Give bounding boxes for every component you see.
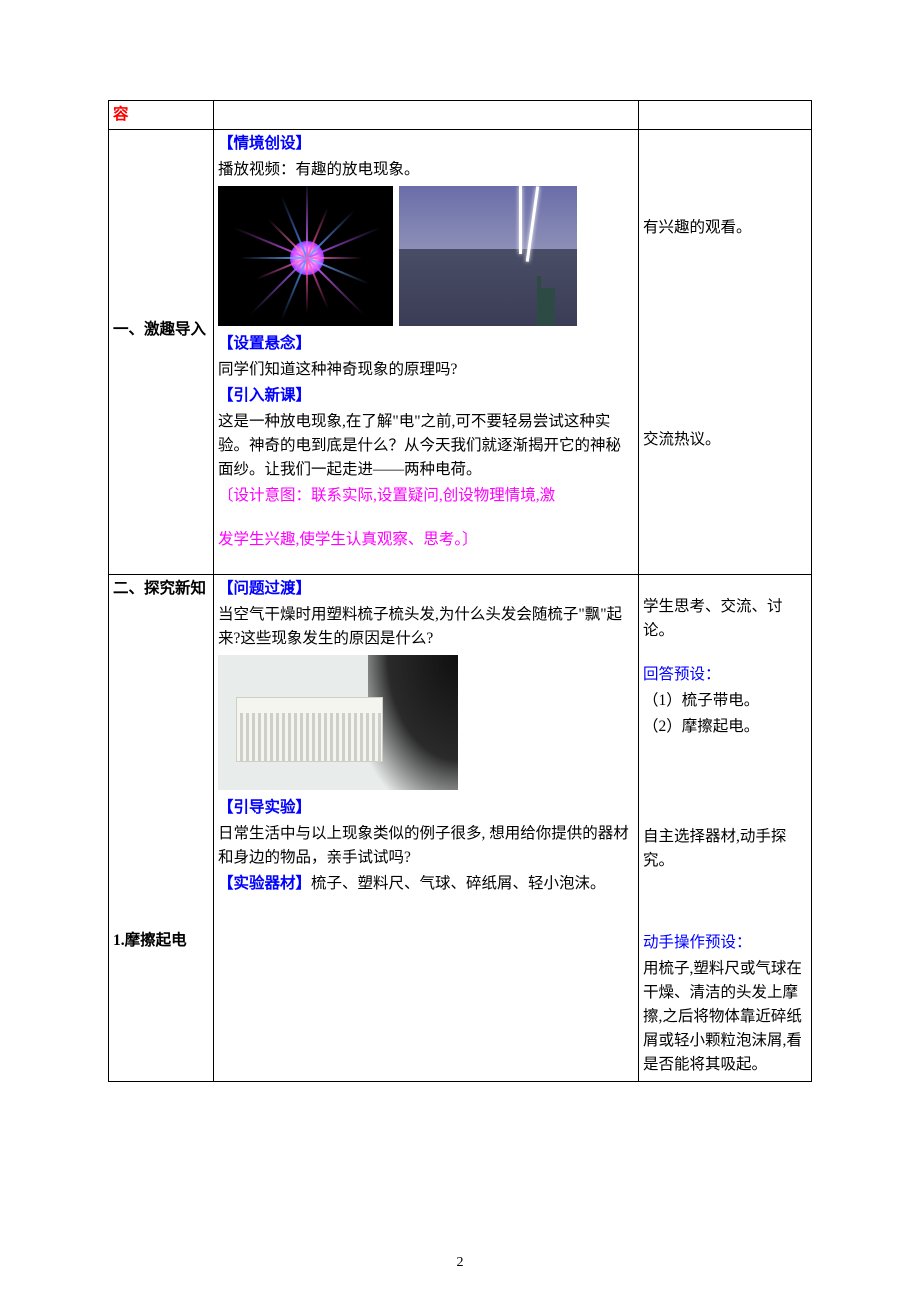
video-line: 播放视频：有趣的放电现象。 <box>218 158 634 182</box>
lightning-bolt-2 <box>526 186 540 262</box>
header-left-cell: 容 <box>109 101 214 130</box>
answer-preset-heading: 回答预设： <box>643 666 721 683</box>
statue-arm <box>537 276 541 292</box>
problem-heading: 【问题过渡】 <box>218 580 311 597</box>
operation-preset-heading: 动手操作预设： <box>643 934 752 951</box>
intro-left-cell: 一、激趣导入 <box>109 130 214 575</box>
guide-heading: 【引导实验】 <box>218 799 311 816</box>
page-number: 2 <box>0 1252 920 1274</box>
header-mid-cell <box>214 101 639 130</box>
comb-teeth <box>236 713 383 762</box>
lightning-statue-image <box>399 186 577 326</box>
new-lesson-body: 这是一种放电现象,在了解"电"之前,可不要轻易尝试这种实验。神奇的电到底是什么？… <box>218 410 634 482</box>
answer-preset-1: （1）梳子带电。 <box>643 689 807 713</box>
lightning-bolt <box>519 186 522 254</box>
design-intent-line2: 发学生兴趣,使学生认真观察、思考。〕 <box>218 528 634 552</box>
equipment-body: 梳子、塑料尺、气球、碎纸屑、轻小泡沫。 <box>311 875 606 892</box>
situation-heading: 【情境创设】 <box>218 135 311 152</box>
sub-1-label: 1.摩擦起电 <box>113 929 209 953</box>
operation-preset-body: 用梳子,塑料尺或气球在干燥、清洁的头发上摩擦,之后将物体靠近碎纸屑或轻小颗粒泡沫… <box>643 957 807 1077</box>
header-right-cell <box>639 101 812 130</box>
student-watch: 有兴趣的观看。 <box>643 216 807 240</box>
explore-left-cell: 二、探究新知 1.摩擦起电 <box>109 575 214 1082</box>
design-intent-prefix: 〔设计意图： <box>218 487 311 504</box>
student-discuss: 交流热议。 <box>643 428 807 452</box>
table-row-header: 容 <box>109 101 812 130</box>
guide-body: 日常生活中与以上现象类似的例子很多, 想用给你提供的器材和身边的物品，亲手试试吗… <box>218 822 634 870</box>
explore-right-cell: 学生思考、交流、讨论。 回答预设： （1）梳子带电。 （2）摩擦起电。 自主选择… <box>639 575 812 1082</box>
lesson-table: 容 一、激趣导入 【情境创设】 播放视频：有趣的放电现象。 <box>108 100 812 1082</box>
header-left-text: 容 <box>113 106 129 123</box>
statue <box>537 288 555 326</box>
equipment-heading: 【实验器材】 <box>218 875 311 892</box>
new-lesson-heading: 【引入新课】 <box>218 387 311 404</box>
comb-hair-image <box>218 655 458 790</box>
equipment-line: 【实验器材】梳子、塑料尺、气球、碎纸屑、轻小泡沫。 <box>218 872 634 896</box>
explore-mid-cell: 【问题过渡】 当空气干燥时用塑料梳子梳头发,为什么头发会随梳子"飘"起来?这些现… <box>214 575 639 1082</box>
design-intent-body1: 联系实际,设置疑问,创设物理情境,激 <box>311 487 555 504</box>
answer-preset-2: （2）摩擦起电。 <box>643 715 807 739</box>
page: 容 一、激趣导入 【情境创设】 播放视频：有趣的放电现象。 <box>0 0 920 1302</box>
section-2-label: 二、探究新知 <box>113 577 209 601</box>
table-row-explore: 二、探究新知 1.摩擦起电 【问题过渡】 当空气干燥时用塑料梳子梳头发,为什么头… <box>109 575 812 1082</box>
section-1-label: 一、激趣导入 <box>113 318 209 342</box>
problem-body: 当空气干燥时用塑料梳子梳头发,为什么头发会随梳子"飘"起来?这些现象发生的原因是… <box>218 603 634 651</box>
suspense-question: 同学们知道这种神奇现象的原理吗? <box>218 358 634 382</box>
table-row-intro: 一、激趣导入 【情境创设】 播放视频：有趣的放电现象。 <box>109 130 812 575</box>
student-think: 学生思考、交流、讨论。 <box>643 595 807 643</box>
student-select: 自主选择器材,动手探究。 <box>643 825 807 873</box>
intro-mid-cell: 【情境创设】 播放视频：有趣的放电现象。 【设置悬念】 同学们知道这 <box>214 130 639 575</box>
plasma-ball-image <box>218 186 393 326</box>
suspense-heading: 【设置悬念】 <box>218 335 311 352</box>
design-intent-line1: 〔设计意图：联系实际,设置疑问,创设物理情境,激 <box>218 484 634 508</box>
discharge-images <box>218 186 634 326</box>
intro-right-cell: 有兴趣的观看。 交流热议。 <box>639 130 812 575</box>
